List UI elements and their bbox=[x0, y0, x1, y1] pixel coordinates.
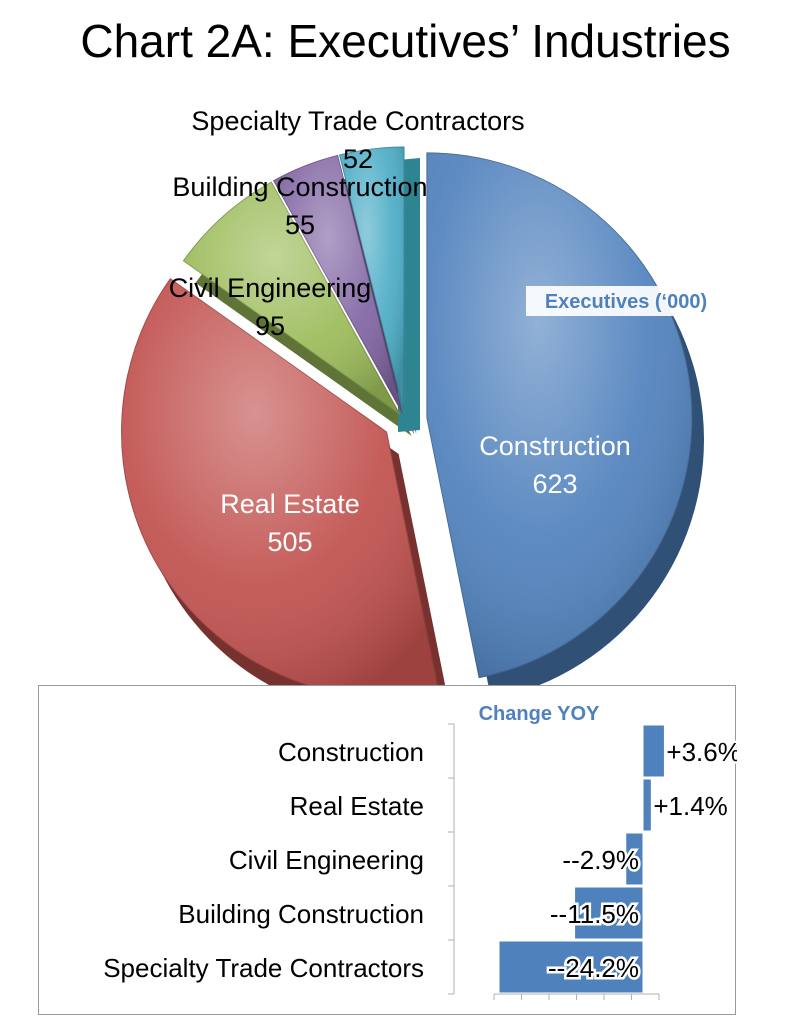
bar-value-label-civil-engineering: --2.9% bbox=[562, 845, 639, 875]
bar-category-label-real-estate: Real Estate bbox=[290, 791, 424, 821]
bar-value-label-building-construction: --11.5% bbox=[550, 899, 639, 929]
bar-value-label-real-estate: +1.4% bbox=[653, 791, 727, 821]
change-yoy-panel: Change YOY Construction +3.6% +3.6% Real Est… bbox=[38, 685, 737, 1015]
chart-title: Chart 2A: Executives’ Industries bbox=[80, 15, 731, 67]
bar-value-label-construction: +3.6% bbox=[666, 737, 737, 767]
pie-value-construction: 623 bbox=[532, 469, 577, 499]
bar-chart-title: Change YOY bbox=[479, 703, 600, 725]
bar-real-estate bbox=[642, 778, 652, 832]
pie-slice-gloss-construction bbox=[426, 152, 692, 678]
pie-value-real-estate: 505 bbox=[267, 527, 312, 557]
bar-building-construction bbox=[574, 886, 644, 940]
pie-slice-gloss-civil-engineering bbox=[183, 182, 400, 415]
bar-civil-engineering bbox=[625, 832, 644, 886]
bar-category-label-construction: Construction bbox=[278, 737, 424, 767]
pie-labels: Construction 623 Real Estate 505 Civil Engin… bbox=[169, 106, 726, 557]
bar-value-halo-real-estate: +1.4% bbox=[653, 791, 727, 821]
pie-slice-gloss-specialty-trade-contractors bbox=[339, 147, 405, 413]
bar-category-label-specialty-trade-contractors: Specialty Trade Contractors bbox=[103, 953, 424, 983]
pie-slice-gloss-real-estate bbox=[121, 278, 439, 697]
pie-value-specialty-trade-contractors: 52 bbox=[343, 144, 373, 174]
bar-category-label-civil-engineering: Civil Engineering bbox=[229, 845, 424, 875]
pie-label-building-construction: Building Construction bbox=[172, 172, 427, 202]
pie-label-specialty-trade-contractors: Specialty Trade Contractors bbox=[191, 106, 524, 136]
pie-chart: Construction 623 Real Estate 505 Civil Engin… bbox=[121, 106, 726, 700]
pie-value-civil-engineering: 95 bbox=[255, 311, 285, 341]
series-label-box: Executives (‘000) bbox=[526, 286, 726, 316]
series-label-background bbox=[526, 286, 726, 316]
bar-value-halo-construction: +3.6% bbox=[666, 737, 737, 767]
bar-value-halo-specialty-trade-contractors: --24.2% bbox=[548, 953, 639, 983]
pie-label-construction: Construction bbox=[479, 431, 631, 461]
pie-label-real-estate: Real Estate bbox=[220, 489, 360, 519]
bar-value-halo-civil-engineering: --2.9% bbox=[562, 845, 639, 875]
bar-value-halo-building-construction: --11.5% bbox=[550, 899, 639, 929]
pie-value-building-construction: 55 bbox=[285, 210, 315, 240]
pie-slice-gloss-building-construction bbox=[273, 155, 403, 413]
bar-value-label-specialty-trade-contractors: --24.2% bbox=[548, 953, 639, 983]
bar-category-label-building-construction: Building Construction bbox=[178, 899, 424, 929]
series-label: Executives (‘000) bbox=[545, 291, 707, 313]
pie-label-civil-engineering: Civil Engineering bbox=[169, 273, 372, 303]
pie-slice-faces bbox=[121, 146, 693, 698]
bar-specialty-trade-contractors bbox=[498, 940, 644, 994]
bar-construction bbox=[642, 724, 665, 778]
